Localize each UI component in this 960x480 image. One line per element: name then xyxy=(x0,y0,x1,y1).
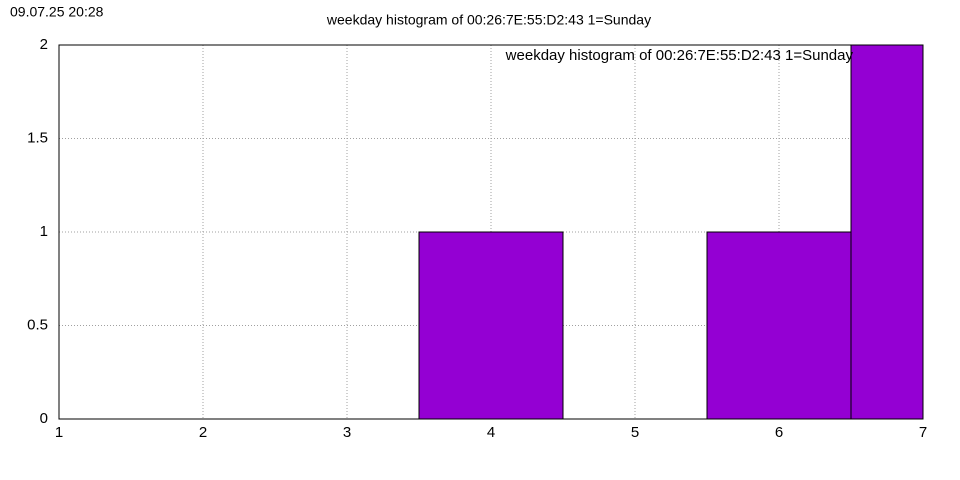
x-tick-label: 2 xyxy=(199,424,207,441)
bars xyxy=(418,45,923,419)
chart-title: weekday histogram of 00:26:7E:55:D2:43 1… xyxy=(326,12,651,28)
y-tick-label: 0.5 xyxy=(27,316,48,333)
bar xyxy=(418,231,564,419)
plot-frame xyxy=(58,44,924,420)
x-tick-label: 6 xyxy=(775,424,783,441)
labels: 0 0.5 1 1.5 2 1 2 3 4 5 6 7 weekday histogram of 00:… xyxy=(27,36,927,441)
x-tick-label: 1 xyxy=(55,424,63,441)
bar xyxy=(850,45,923,419)
timestamp: 09.07.25 20:28 xyxy=(10,4,104,20)
y-tick-label: 2 xyxy=(40,36,48,53)
bar xyxy=(706,231,852,419)
legend-label: weekday histogram of 00:26:7E:55:D2:43 1… xyxy=(505,47,854,64)
y-tick-label: 1 xyxy=(40,223,48,240)
y-tick-label: 1.5 xyxy=(27,129,48,146)
y-tick-label: 0 xyxy=(40,410,48,427)
x-tick-label: 5 xyxy=(631,424,639,441)
x-tick-label: 3 xyxy=(343,424,351,441)
x-tick-label: 7 xyxy=(919,424,927,441)
x-tick-label: 4 xyxy=(487,424,495,441)
